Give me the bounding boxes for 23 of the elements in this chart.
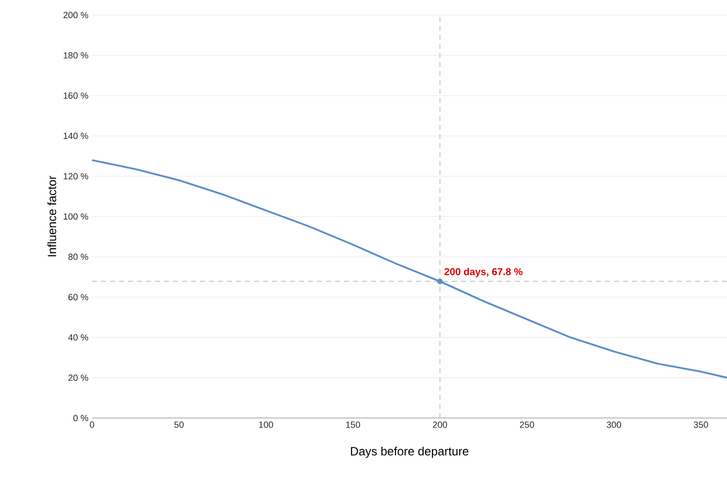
x-tick-label: 200 [432,422,448,428]
y-tick-label: 160 % [64,92,88,99]
x-tick-label: 50 [174,422,184,428]
x-tick-label: 250 [520,422,534,428]
x-tick-label: 100 [259,422,274,428]
x-tick-label: 350 [694,422,708,428]
y-tick-label: 140 % [64,132,88,140]
x-axis-title: Days before departure [351,446,468,458]
x-tick-label: 300 [606,422,622,428]
y-axis-title: Influence factor [47,176,56,256]
y-tick-label: 80 % [68,254,88,260]
x-tick-label: 0 [90,422,94,428]
y-tick-label: 120 % [64,173,88,180]
y-tick-label: 100 % [64,213,88,220]
y-tick-label: 20 % [68,374,88,381]
x-tick-label: 150 [346,422,360,428]
y-tick-label: 0 % [73,414,88,422]
y-tick-label: 40 % [68,334,88,341]
y-tick-label: 200 % [64,12,88,18]
y-tick-label: 180 % [64,52,88,58]
y-tick-label: 60 % [68,294,88,300]
annotation: 200 days, 67.8 % [444,268,523,278]
line-series [91,159,727,379]
